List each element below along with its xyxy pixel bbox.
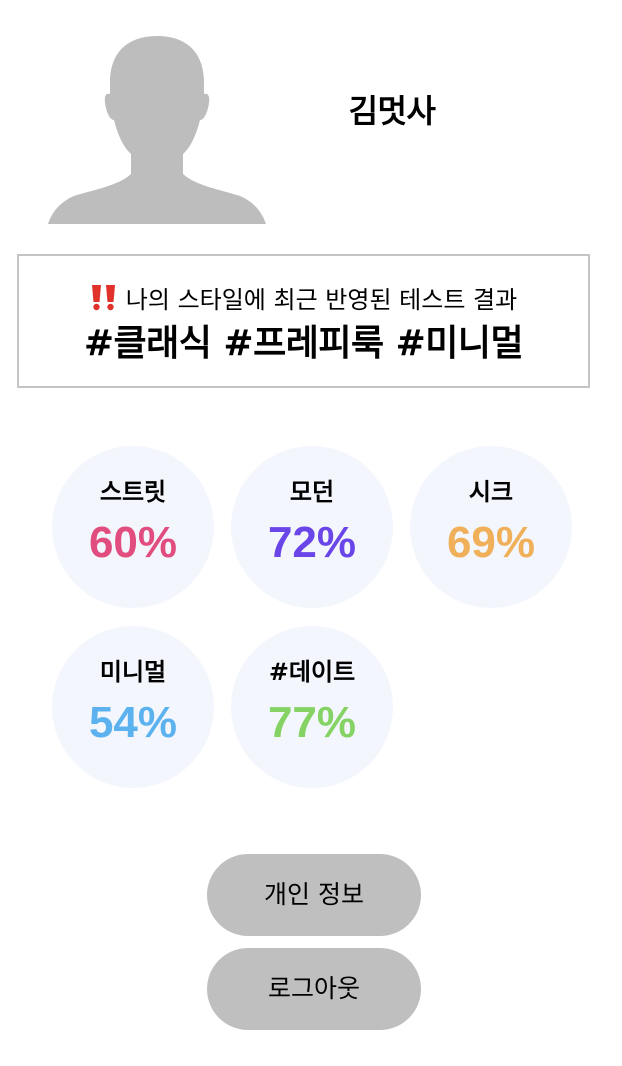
style-stat-chic: 시크 69%: [410, 446, 572, 608]
style-stat-date: #데이트 77%: [231, 626, 393, 788]
user-silhouette-icon: [48, 36, 266, 224]
style-stat-label: 스트릿: [99, 478, 167, 506]
double-exclamation-icon: [90, 285, 118, 311]
style-stat-value: 60%: [88, 518, 178, 567]
style-stat-street: 스트릿 60%: [52, 446, 214, 608]
logout-button[interactable]: 로그아웃: [207, 948, 421, 1030]
style-stat-minimal: 미니멀 54%: [52, 626, 214, 788]
style-stat-value: 77%: [267, 698, 357, 747]
style-stat-modern: 모던 72%: [231, 446, 393, 608]
style-stat-value: 54%: [88, 698, 178, 747]
style-stat-label: 미니멀: [99, 658, 167, 686]
result-heading: 나의 스타일에 최근 반영된 테스트 결과: [125, 286, 518, 314]
result-tags: #클래식 #프레피룩 #미니멀: [83, 323, 524, 364]
style-stat-label: 모던: [289, 478, 335, 506]
style-stat-label: 시크: [468, 478, 514, 506]
style-stat-label: #데이트: [268, 658, 356, 686]
style-stat-value: 69%: [446, 518, 536, 567]
result-heading-row: 나의 스타일에 최근 반영된 테스트 결과: [19, 284, 588, 316]
personal-info-button[interactable]: 개인 정보: [207, 854, 421, 936]
test-result-box: 나의 스타일에 최근 반영된 테스트 결과 #클래식 #프레피룩 #미니멀: [17, 254, 590, 388]
profile-name: 김멋사: [348, 92, 436, 130]
style-stat-value: 72%: [267, 518, 357, 567]
